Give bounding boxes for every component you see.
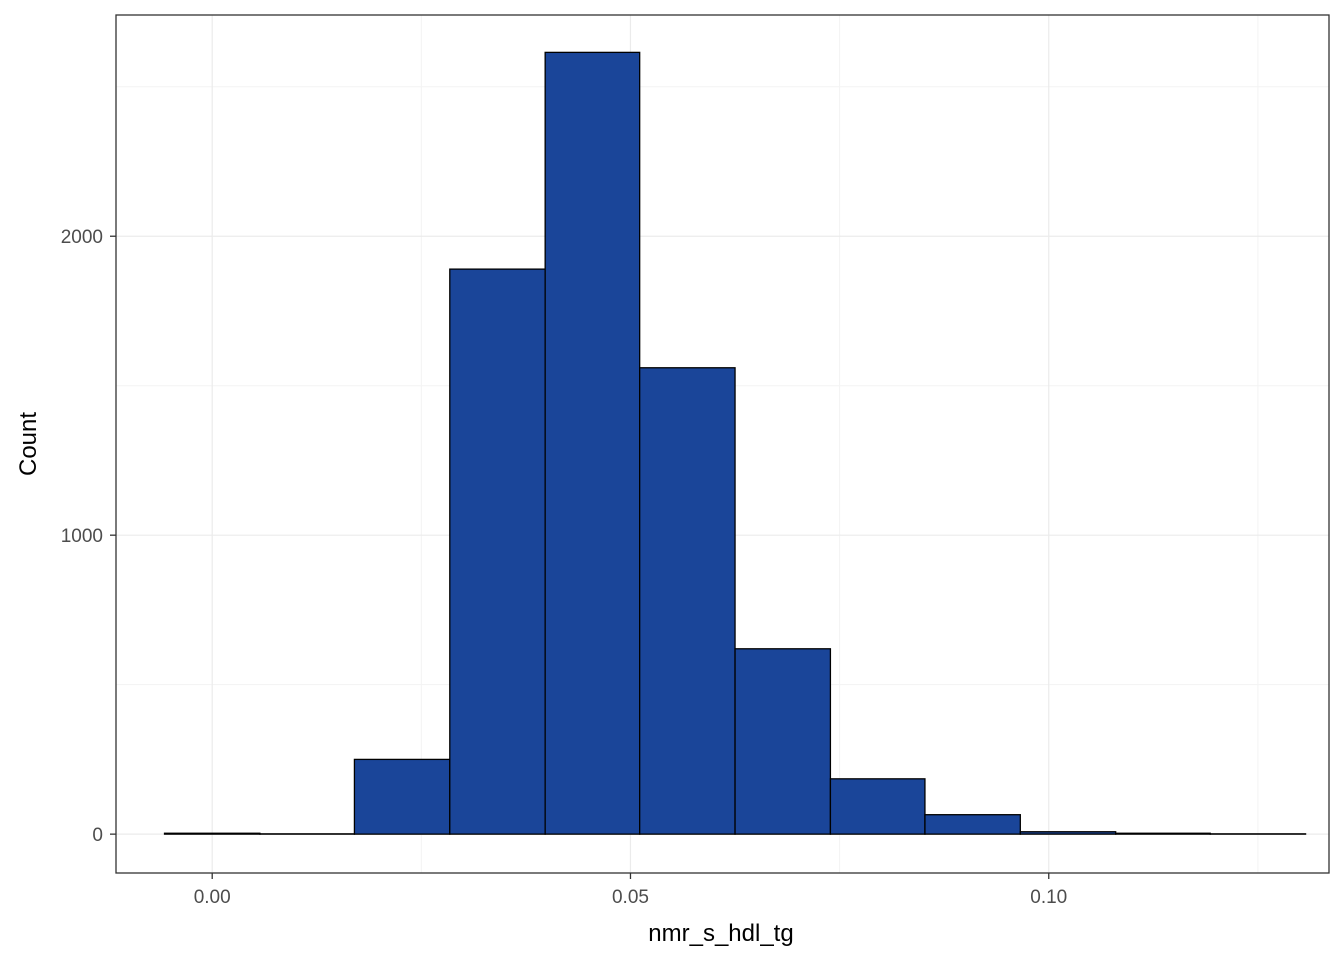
- x-tick-label: 0.00: [194, 887, 231, 908]
- histogram-bars: [163, 51, 1307, 835]
- histogram-bar: [449, 268, 546, 835]
- histogram-bar: [163, 832, 261, 835]
- histogram-bar: [829, 778, 926, 835]
- y-tick-label: 0: [92, 825, 103, 846]
- y-axis-title: Count: [15, 412, 42, 476]
- histogram-bar: [353, 758, 451, 835]
- histogram-bar: [639, 367, 736, 835]
- x-axis: 0.00 0.05 0.10: [194, 873, 1067, 908]
- x-axis-title: nmr_s_hdl_tg: [648, 920, 793, 947]
- panel-border: [115, 14, 1330, 874]
- histogram-bar: [1019, 831, 1117, 835]
- histogram-bar: [544, 51, 641, 835]
- y-tick-label: 2000: [61, 227, 103, 248]
- y-axis: 0 1000 2000: [61, 227, 116, 846]
- histogram-bar: [1115, 832, 1211, 835]
- y-tick-label: 1000: [61, 526, 103, 547]
- histogram-bar: [924, 814, 1021, 835]
- histogram-bar: [734, 648, 832, 835]
- x-tick-label: 0.05: [612, 887, 649, 908]
- x-tick-label: 0.10: [1030, 887, 1067, 908]
